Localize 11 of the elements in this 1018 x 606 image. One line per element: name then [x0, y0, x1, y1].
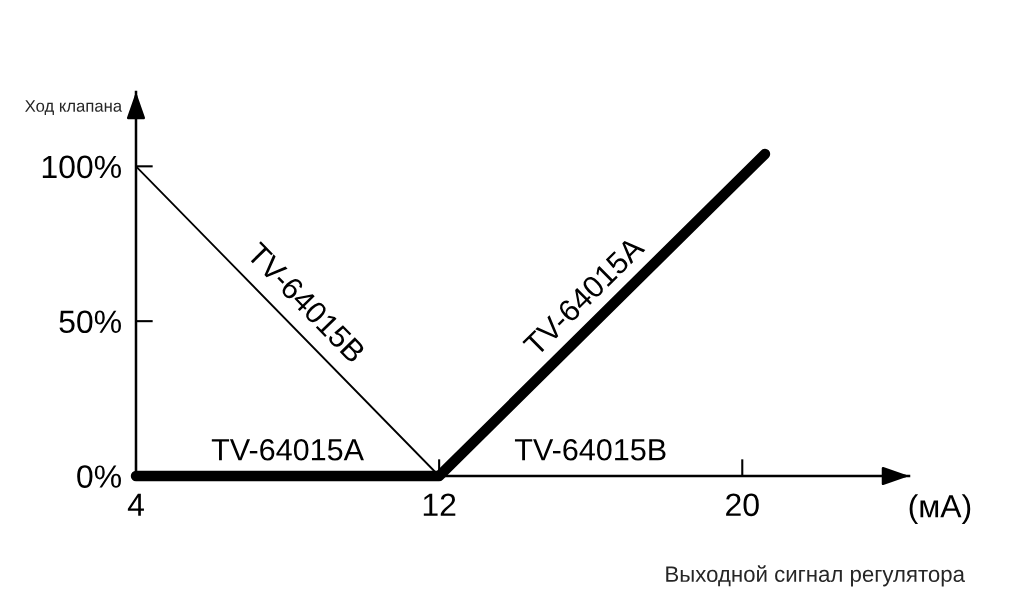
x-tick-label: 20: [726, 493, 759, 517]
y-tick-label: 0%: [77, 465, 121, 488]
x-tick-label: 4: [127, 493, 144, 516]
x-tick-label: 12: [423, 493, 456, 516]
x-axis-title: Выходной сигнал регулятора: [666, 565, 965, 587]
y-tick-label: 50%: [59, 310, 121, 334]
y-tick-label: 100%: [42, 155, 121, 179]
text: (мА): [909, 494, 971, 524]
y-axis-title: Ход клапана: [25, 100, 123, 115]
series-label: TV-64015B: [514, 438, 666, 461]
series-label: TV-64015A: [211, 438, 364, 461]
